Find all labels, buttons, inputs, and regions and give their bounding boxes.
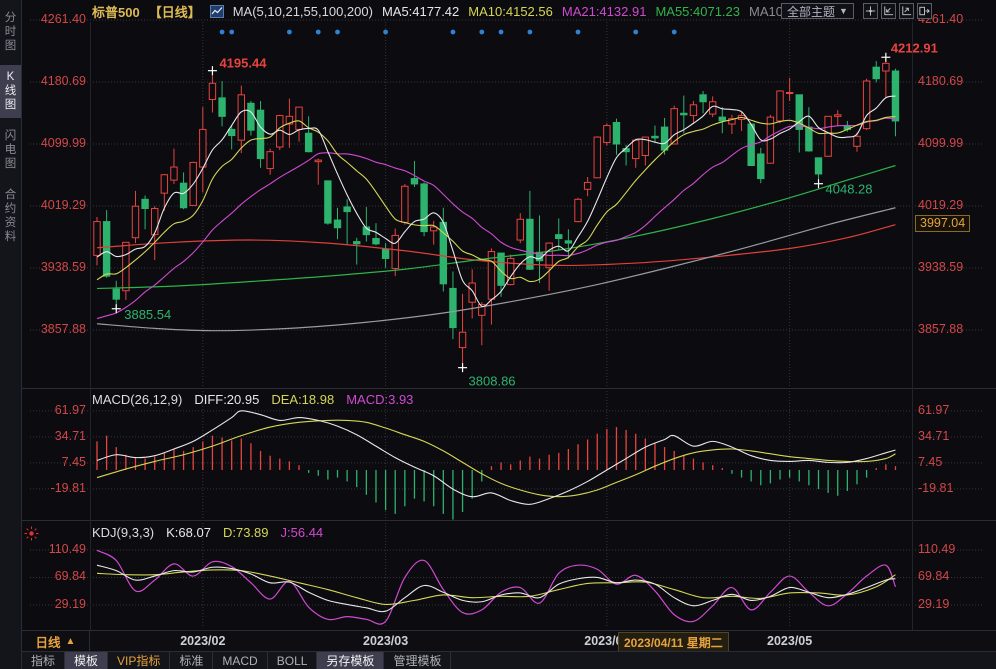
diff-line bbox=[96, 410, 896, 505]
price-axis-label: 34.71 bbox=[54, 428, 86, 443]
tab-boll[interactable]: BOLL bbox=[268, 652, 318, 669]
price-axis-label: 4099.99 bbox=[918, 136, 964, 150]
ma55-value: MA55:4071.23 bbox=[655, 3, 741, 19]
price-axis-label: 4019.29 bbox=[40, 197, 86, 212]
chart-toolbar bbox=[863, 3, 932, 19]
price-axis-label: 110.49 bbox=[918, 542, 956, 556]
tab-template[interactable]: 模板 bbox=[65, 652, 109, 669]
price-axis-label: 110.49 bbox=[48, 542, 86, 556]
tab-indicator[interactable]: 指标 bbox=[22, 652, 66, 669]
event-markers[interactable] bbox=[219, 29, 677, 35]
sidebar-item-flash[interactable]: 闪电图 bbox=[4, 130, 17, 170]
symbol-name: 标普500 bbox=[92, 4, 140, 20]
kdj-title: KDJ(9,3,3) bbox=[92, 525, 155, 540]
date-tick-label: 2023/02 bbox=[180, 634, 226, 648]
theme-dropdown-label: 全部主题 bbox=[787, 4, 836, 19]
stretch-chart-icon[interactable] bbox=[899, 3, 914, 19]
ma100-value: MA100 bbox=[749, 3, 791, 19]
kdj-k-value: K:68.07 bbox=[166, 525, 211, 540]
price-axis-label: 4180.69 bbox=[918, 74, 964, 88]
ma100-line bbox=[96, 207, 896, 332]
popout-icon[interactable] bbox=[917, 3, 932, 19]
tab-save-template[interactable]: 另存模板 bbox=[317, 652, 385, 669]
ma21-value: MA21:4132.91 bbox=[561, 3, 647, 19]
ma-settings: MA(5,10,21,55,100,200) bbox=[232, 3, 373, 19]
k-line bbox=[96, 564, 896, 613]
ma200-line bbox=[96, 224, 896, 267]
price-annotations: 3885.54 4195.44 3808.86 4048.28 4212.91 bbox=[111, 40, 938, 389]
price-annotation: 4212.91 bbox=[891, 40, 938, 55]
macd-diff-value: DIFF:20.95 bbox=[194, 392, 260, 407]
tab-manage-template[interactable]: 管理模板 bbox=[384, 652, 452, 669]
price-axis-label: 69.84 bbox=[918, 569, 950, 584]
ma55-line bbox=[96, 164, 896, 290]
date-tick-label: 2023/05 bbox=[767, 634, 813, 648]
macd-bar-value: MACD:3.93 bbox=[346, 392, 414, 407]
ma10-line bbox=[96, 116, 896, 283]
price-axis-label: 4261.40 bbox=[40, 12, 86, 26]
price-axis-label: -19.81 bbox=[50, 480, 86, 495]
macd-histogram bbox=[96, 427, 897, 520]
date-tick-label: 2023/03 bbox=[363, 634, 409, 648]
crosshair-date-badge: 2023/04/11 星期二 bbox=[618, 632, 729, 653]
tab-vip-indicator[interactable]: VIP指标 bbox=[108, 652, 171, 669]
ma5-line bbox=[96, 95, 896, 308]
period-label: 【日线】 bbox=[148, 4, 201, 20]
caret-up-icon: ▲ bbox=[65, 636, 76, 647]
price-axis-label: 3938.59 bbox=[918, 259, 964, 274]
price-axis-label: 61.97 bbox=[54, 402, 86, 417]
price-axis-label: 7.45 bbox=[61, 454, 86, 469]
price-axis-label: 69.84 bbox=[54, 569, 86, 584]
period-selector-label: 日线 bbox=[35, 636, 61, 650]
candles-layer bbox=[93, 57, 900, 368]
kdj-j-value: J:56.44 bbox=[280, 525, 324, 540]
tab-standard[interactable]: 标准 bbox=[170, 652, 214, 669]
pan-icon[interactable] bbox=[863, 3, 878, 19]
tab-macd[interactable]: MACD bbox=[213, 652, 268, 669]
ma5-value: MA5:4177.42 bbox=[381, 3, 460, 19]
price-axis-label: 61.97 bbox=[918, 402, 950, 417]
price-axis-label: 29.19 bbox=[918, 596, 950, 611]
price-annotation: 3808.86 bbox=[469, 374, 516, 389]
caret-down-icon: ▼ bbox=[839, 6, 848, 16]
compress-chart-icon[interactable] bbox=[881, 3, 896, 19]
sidebar-item-contract[interactable]: 合约资料 bbox=[4, 189, 17, 243]
macd-title: MACD(26,12,9) bbox=[92, 392, 183, 407]
sidebar-item-timeshare[interactable]: 分时图 bbox=[4, 12, 17, 52]
price-axis-label: 4099.99 bbox=[40, 136, 86, 150]
indicator-settings-icon[interactable] bbox=[24, 526, 39, 546]
price-axis-label: 4019.29 bbox=[918, 197, 964, 212]
price-axis-label: 3857.88 bbox=[918, 322, 964, 336]
date-axis: 日线 ▲ 2023/02 2023/03 2023/04 2023/05 2023/0… bbox=[22, 630, 996, 653]
dea-line bbox=[96, 419, 896, 498]
bottom-tab-bar: 指标 模板 VIP指标 标准 MACD BOLL 另存模板 管理模板 bbox=[22, 651, 996, 669]
ma10-value: MA10:4152.56 bbox=[468, 3, 553, 19]
price-annotation: 4195.44 bbox=[219, 56, 267, 71]
price-axis-label: 4180.69 bbox=[40, 74, 86, 88]
price-axis-label: -19.81 bbox=[918, 480, 954, 495]
ma21-line bbox=[96, 117, 896, 320]
j-line bbox=[96, 549, 897, 625]
theme-dropdown[interactable]: 全部主题 ▼ bbox=[781, 3, 854, 19]
price-axis-label: 3938.59 bbox=[40, 259, 86, 274]
kdj-panel-header: KDJ(9,3,3) K:68.07 D:73.89 J:56.44 bbox=[92, 525, 323, 540]
price-annotation: 3885.54 bbox=[124, 307, 171, 322]
price-axis-label: 7.45 bbox=[918, 454, 943, 469]
chart-header: 标普500 【日线】 MA(5,10,21,55,100,200) MA5:41… bbox=[92, 0, 790, 22]
price-axis-label: 34.71 bbox=[918, 428, 950, 443]
price-axis-label: 3857.88 bbox=[40, 322, 86, 336]
macd-dea-value: DEA:18.98 bbox=[271, 392, 335, 407]
macd-panel-header: MACD(26,12,9) DIFF:20.95 DEA:18.98 MACD:… bbox=[92, 392, 413, 407]
kline-chart-icon bbox=[209, 4, 224, 18]
price-annotation: 4048.28 bbox=[826, 182, 873, 197]
kdj-d-value: D:73.89 bbox=[222, 525, 269, 540]
price-tag: 3997.04 bbox=[915, 215, 971, 232]
price-axis-label: 29.19 bbox=[54, 596, 86, 611]
period-selector[interactable]: 日线 ▲ bbox=[22, 631, 90, 652]
